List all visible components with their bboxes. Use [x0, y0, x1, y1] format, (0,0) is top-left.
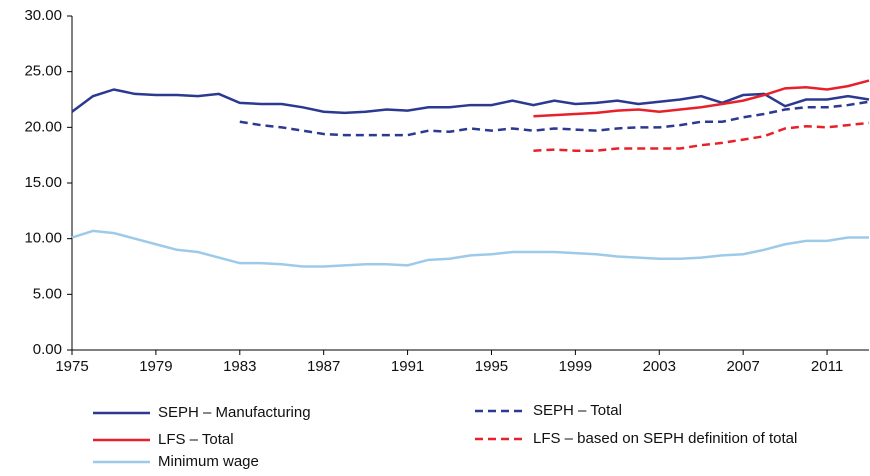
legend-label: SEPH – Total: [533, 402, 622, 419]
x-tick-label: 2003: [643, 358, 676, 375]
x-tick-label: 2011: [811, 358, 843, 375]
y-tick-label: 30.00: [24, 7, 62, 24]
x-tick-label: 2007: [726, 358, 759, 375]
x-tick-label: 1991: [391, 358, 424, 375]
series-line: [71, 229, 869, 268]
y-tick-label: 25.00: [24, 63, 62, 80]
series-line: [239, 100, 870, 137]
x-tick-label: 1987: [307, 358, 340, 375]
x-tick-label: 1983: [223, 358, 256, 375]
x-tick-label: 1995: [475, 358, 508, 375]
legend-label: LFS – based on SEPH definition of total: [533, 430, 797, 447]
y-tick-label: 15.00: [24, 174, 62, 191]
legend-label: LFS – Total: [158, 431, 234, 448]
y-tick-label: 10.00: [24, 230, 62, 247]
x-tick-label: 1975: [55, 358, 88, 375]
y-tick-label: 5.00: [33, 285, 62, 302]
y-tick-label: 20.00: [24, 118, 62, 135]
x-tick-label: 1979: [139, 358, 172, 375]
y-tick-label: 0.00: [33, 341, 62, 358]
series-line: [71, 88, 870, 115]
series-line: [533, 121, 870, 152]
x-tick-label: 1999: [559, 358, 592, 375]
series-line: [533, 79, 870, 118]
legend-label: Minimum wage: [158, 453, 259, 470]
legend-label: SEPH – Manufacturing: [158, 404, 311, 421]
